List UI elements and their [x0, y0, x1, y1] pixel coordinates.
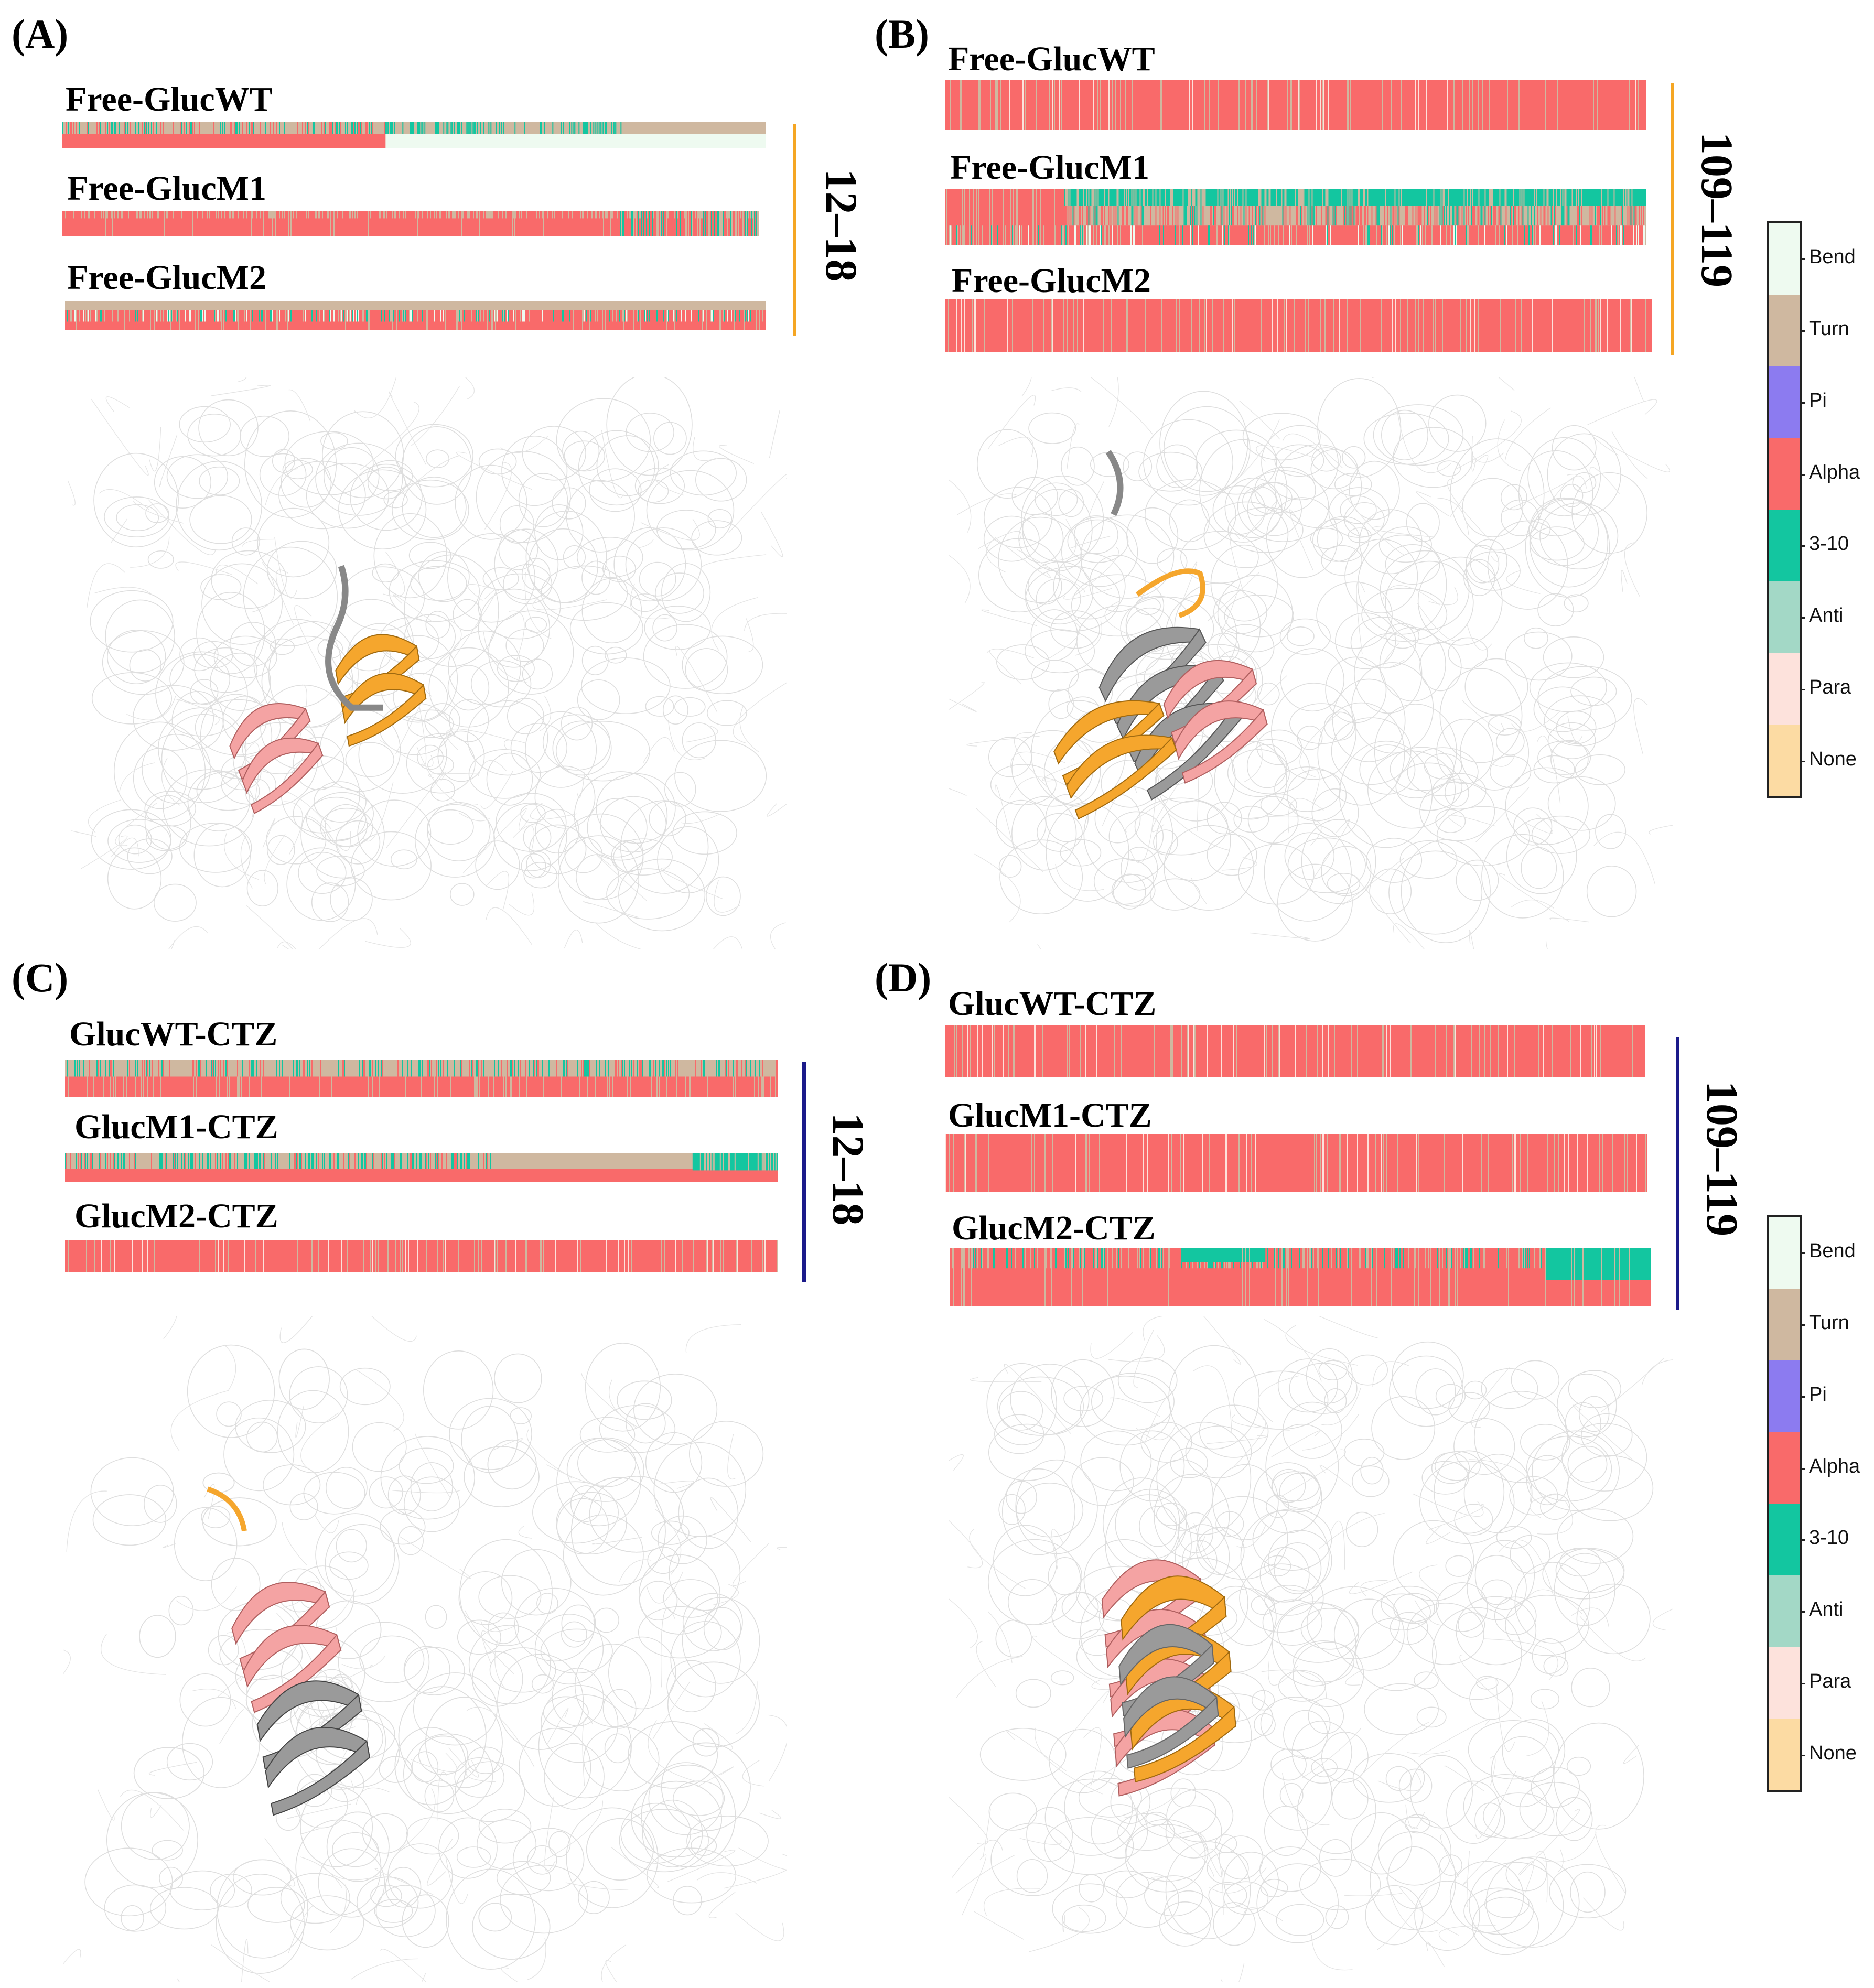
legend-label-anti: Anti: [1809, 604, 1844, 627]
track-label-b3: Free-GlucM2: [952, 262, 1151, 300]
legend-tick: [1800, 617, 1805, 619]
range-label-d: 109–119: [1697, 1081, 1748, 1237]
legend-swatch-3-10: [1769, 1504, 1800, 1575]
legend-label-pi: Pi: [1809, 1383, 1827, 1406]
legend-swatch-none: [1769, 725, 1800, 796]
legend-tick: [1800, 1324, 1805, 1326]
legend-label-alpha: Alpha: [1809, 461, 1860, 483]
legend-swatch-turn: [1769, 294, 1800, 366]
legend-tick: [1800, 760, 1805, 762]
ss-track-b2: [945, 189, 1646, 245]
legend-tick: [1800, 1396, 1805, 1398]
panel-letter-b: (B): [875, 11, 929, 57]
legend-tick: [1800, 1539, 1805, 1541]
range-label-b: 109–119: [1692, 132, 1742, 288]
legend-label-pi: Pi: [1809, 389, 1827, 412]
track-label-c2: GlucM1-CTZ: [74, 1108, 278, 1146]
ss-track-d2: [945, 1134, 1647, 1192]
track-label-c3: GlucM2-CTZ: [74, 1197, 278, 1235]
track-label-d3: GlucM2-CTZ: [952, 1209, 1156, 1247]
legend-swatch-para: [1769, 653, 1800, 725]
track-label-d2: GlucM1-CTZ: [948, 1096, 1152, 1135]
legend-label-bend: Bend: [1809, 1240, 1856, 1262]
legend-swatch-anti: [1769, 581, 1800, 653]
legend-label-turn: Turn: [1809, 318, 1849, 340]
track-label-b2: Free-GlucM1: [950, 148, 1149, 187]
ss-track-a3: [65, 301, 766, 330]
legend-swatch-3-10: [1769, 510, 1800, 581]
track-label-a2: Free-GlucM1: [67, 169, 266, 208]
legend-swatch-bend: [1769, 223, 1800, 295]
legend-swatch-para: [1769, 1647, 1800, 1719]
structure-view-a: [68, 377, 787, 949]
legend-swatch-pi: [1769, 366, 1800, 438]
legend-tick: [1800, 1682, 1805, 1684]
ss-track-a1: [62, 122, 766, 148]
legend-tick: [1800, 473, 1805, 476]
panel-letter-d: (D): [875, 955, 932, 1000]
legend-swatch-alpha: [1769, 438, 1800, 510]
legend-swatch-turn: [1769, 1288, 1800, 1360]
structure-view-b: [949, 377, 1673, 949]
legend-tick: [1800, 330, 1805, 332]
ss-track-c2: [65, 1153, 778, 1182]
track-label-c1: GlucWT-CTZ: [69, 1015, 278, 1053]
track-label-d1: GlucWT-CTZ: [948, 985, 1157, 1023]
range-line-a: [793, 124, 796, 336]
ss-track-c3: [65, 1240, 778, 1272]
structure-view-c: [63, 1316, 787, 1982]
legend-label-turn: Turn: [1809, 1312, 1849, 1334]
track-label-a1: Free-GlucWT: [66, 80, 273, 118]
legend-top: [1767, 221, 1802, 798]
panel-letter-c: (C): [12, 955, 69, 1000]
legend-tick: [1800, 258, 1805, 261]
legend-swatch-alpha: [1769, 1432, 1800, 1504]
legend-tick: [1800, 545, 1805, 547]
ss-track-d3: [950, 1248, 1651, 1306]
ss-track-a2: [62, 211, 759, 236]
range-label-a: 12–18: [816, 169, 867, 282]
legend-label-para: Para: [1809, 676, 1851, 698]
panel-letter-a: (A): [12, 11, 69, 57]
legend-swatch-bend: [1769, 1217, 1800, 1289]
legend-tick: [1800, 402, 1805, 404]
structure-view-d: [949, 1316, 1673, 1982]
legend-tick: [1800, 1467, 1805, 1470]
legend-tick: [1800, 1754, 1805, 1756]
track-label-a3: Free-GlucM2: [67, 258, 266, 297]
legend-label-anti: Anti: [1809, 1598, 1844, 1621]
legend-label-none: None: [1809, 748, 1857, 770]
legend-label-alpha: Alpha: [1809, 1455, 1860, 1477]
legend-label-para: Para: [1809, 1670, 1851, 1692]
range-label-c: 12–18: [823, 1112, 874, 1226]
ss-track-b1: [945, 80, 1646, 130]
legend-label-none: None: [1809, 1742, 1857, 1764]
ss-track-c1: [65, 1060, 778, 1097]
legend-bottom: [1767, 1215, 1802, 1792]
legend-tick: [1800, 1252, 1805, 1255]
ss-track-b3: [945, 299, 1652, 352]
legend-swatch-none: [1769, 1719, 1800, 1790]
ss-track-d1: [945, 1025, 1645, 1077]
legend-tick: [1800, 688, 1805, 690]
legend-swatch-anti: [1769, 1575, 1800, 1647]
legend-swatch-pi: [1769, 1360, 1800, 1432]
legend-tick: [1800, 1611, 1805, 1613]
legend-label-3-10: 3-10: [1809, 1527, 1849, 1549]
range-line-c: [802, 1062, 806, 1282]
legend-label-3-10: 3-10: [1809, 533, 1849, 555]
track-label-b1: Free-GlucWT: [948, 40, 1155, 78]
legend-label-bend: Bend: [1809, 246, 1856, 268]
range-line-b: [1671, 83, 1674, 355]
range-line-d: [1676, 1037, 1679, 1310]
